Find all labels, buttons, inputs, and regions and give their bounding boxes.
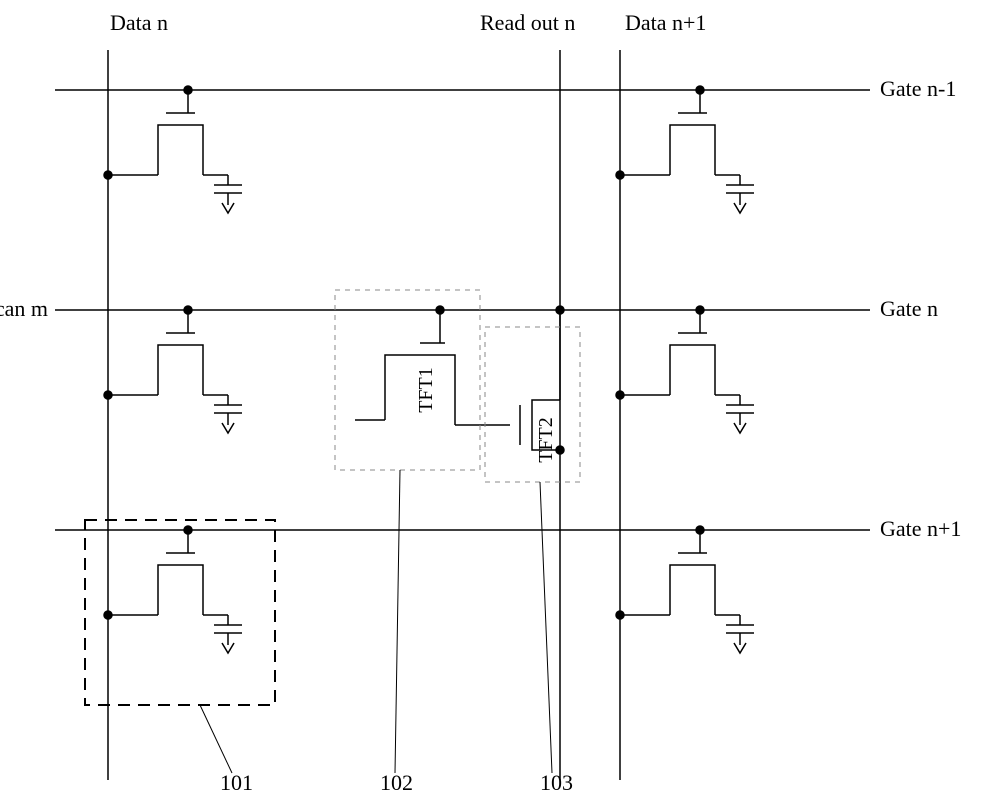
label-ref-102: 102	[380, 770, 413, 795]
label-data-n1: Data n+1	[625, 10, 706, 35]
box-101	[85, 520, 275, 705]
label-ref-101: 101	[220, 770, 253, 795]
pixel-cell	[104, 306, 242, 433]
pixel-cell	[104, 86, 242, 213]
bus-lines	[55, 50, 870, 780]
label-tft1: TFT1	[415, 367, 437, 413]
sensor-cell	[355, 306, 564, 454]
leader-102	[395, 470, 400, 773]
labels: Data n Read out n Data n+1 Gate n-1 Gate…	[0, 10, 961, 795]
box-102	[335, 290, 480, 470]
label-scan-m: Scan m	[0, 296, 48, 321]
leader-103	[540, 482, 552, 773]
label-data-n: Data n	[110, 10, 168, 35]
leader-101	[200, 705, 232, 773]
pixel-cell	[616, 86, 754, 213]
pixel-cell	[104, 526, 242, 653]
label-readout-n: Read out n	[480, 10, 575, 35]
label-gate-n1: Gate n+1	[880, 516, 961, 541]
label-tft2: TFT2	[535, 417, 557, 463]
pixel-cell	[616, 306, 754, 433]
circuit-diagram: Data n Read out n Data n+1 Gate n-1 Gate…	[0, 0, 1000, 810]
label-ref-103: 103	[540, 770, 573, 795]
label-gate-n: Gate n	[880, 296, 938, 321]
label-gate-nm1: Gate n-1	[880, 76, 956, 101]
sensor-cell-group	[355, 306, 564, 454]
pixel-cell	[616, 526, 754, 653]
